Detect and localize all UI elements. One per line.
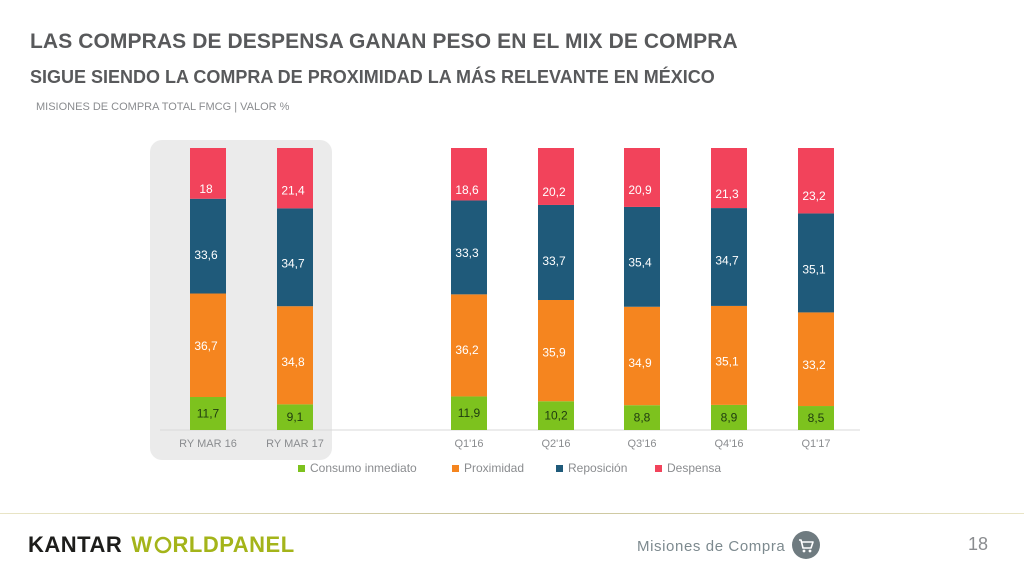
x-tick-label: Q4'16 [714,438,743,450]
bar-segment [711,208,747,306]
bar-segment [451,200,487,295]
data-label: 33,6 [194,248,218,262]
bar-segment [624,148,660,207]
bar-segment [798,406,834,430]
bar-segment [451,396,487,430]
bar-segment [798,148,834,214]
bar-segment [798,312,834,407]
data-label: 20,9 [628,183,652,197]
data-label: 33,3 [455,246,479,260]
bar-segment [711,404,747,430]
bar-segment [190,397,226,430]
footer-divider [0,513,1024,514]
bar-segment [451,148,487,201]
data-label: 36,2 [455,343,479,357]
page-number: 18 [968,534,989,554]
x-tick-label: Q1'16 [454,438,483,450]
logo-globe-icon [154,536,171,554]
x-tick-label: Q3'16 [627,438,656,450]
x-tick-label: RY MAR 16 [179,438,237,450]
data-label: 10,2 [544,409,568,423]
bar-segment [277,306,313,405]
section-name: Misiones de Compra [637,538,786,555]
bar-segment [538,204,574,300]
bar-segment [277,404,313,430]
bar-segment [711,148,747,209]
data-label: 11,9 [458,406,481,420]
bar-segment [624,306,660,406]
bar-segment [538,148,574,205]
chart-caption: MISIONES DE COMPRA TOTAL FMCG | VALOR % [36,101,290,113]
logo-worldpanel-text: W RLDPANEL [131,532,295,557]
legend-swatch [298,465,305,472]
data-label: 18,6 [455,183,479,197]
bar-segment [190,198,226,294]
data-label: 33,7 [542,254,566,268]
data-label: 21,3 [715,187,739,201]
legend-entry: Despensa [667,461,721,475]
bar-segment [538,299,574,402]
data-label: 35,9 [542,345,566,359]
data-label: 36,7 [194,339,218,353]
legend-swatch [655,465,662,472]
data-label: 23,2 [802,189,826,203]
page-subtitle: SIGUE SIENDO LA COMPRA DE PROXIMIDAD LA … [30,67,715,87]
x-tick-label: RY MAR 17 [266,438,324,450]
legend-swatch [452,465,459,472]
data-label: 33,2 [802,358,826,372]
legend-entry: Consumo inmediato [310,461,417,475]
data-label: 20,2 [542,185,566,199]
bar-segment [538,401,574,430]
bar-segment [190,148,226,199]
data-label: 35,1 [715,354,739,368]
data-label: 34,7 [715,253,739,267]
x-tick-label: Q1'17 [801,438,830,450]
kantar-worldpanel-logo: KANTAR W RLDPANEL [28,532,295,558]
data-label: 34,9 [628,356,652,370]
data-label: 8,9 [721,410,738,424]
legend-entry: Proximidad [464,461,524,475]
bar-segment [624,206,660,307]
data-label: 8,5 [808,411,825,425]
bar-segment [277,208,313,307]
bar-segment [624,405,660,430]
logo-kantar-text: KANTAR [28,532,123,557]
data-label: 35,4 [628,255,652,269]
x-tick-label: Q2'16 [541,438,570,450]
bar-segment [798,213,834,313]
shopping-cart-icon [792,531,820,559]
stacked-bar-chart: 11,7 36,7 33,6 18 RY MAR 16 9,1 34,8 34,7 21,4 RY… [150,140,860,475]
legend-entry: Reposición [568,461,627,475]
bar-segment [711,305,747,405]
data-label: 35,1 [802,262,826,276]
data-label: 34,7 [281,257,305,271]
bar-segment [190,293,226,398]
data-label: 18 [199,182,213,196]
data-label: 11,7 [197,407,220,421]
data-label: 8,8 [634,411,651,425]
bar-segment [451,294,487,397]
page-title: LAS COMPRAS DE DESPENSA GANAN PESO EN EL… [30,30,738,53]
legend-swatch [556,465,563,472]
bar-segment [277,148,313,209]
data-label: 34,8 [281,355,305,369]
data-label: 9,1 [287,410,304,424]
data-label: 21,4 [281,184,305,198]
